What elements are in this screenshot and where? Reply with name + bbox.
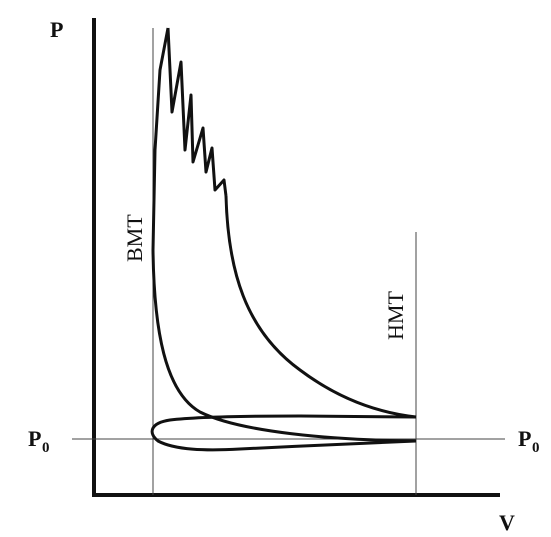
p0-right-sub: 0 [532,440,540,456]
x-axis-label: V [499,510,515,535]
pressure-oscillations [166,27,228,197]
p0-left-sub: 0 [42,440,50,456]
p0-label-left: P 0 [28,426,50,456]
pumping-loop [150,414,417,452]
bmt-label: BMT [122,214,147,262]
p0-right-main: P [518,426,531,451]
p0-left-main: P [28,426,41,451]
hmt-label: HMT [383,291,408,340]
compression-curve [151,27,417,443]
expansion-curve [224,195,417,419]
p0-label-right: P 0 [518,426,540,456]
y-axis-label: P [50,17,63,42]
